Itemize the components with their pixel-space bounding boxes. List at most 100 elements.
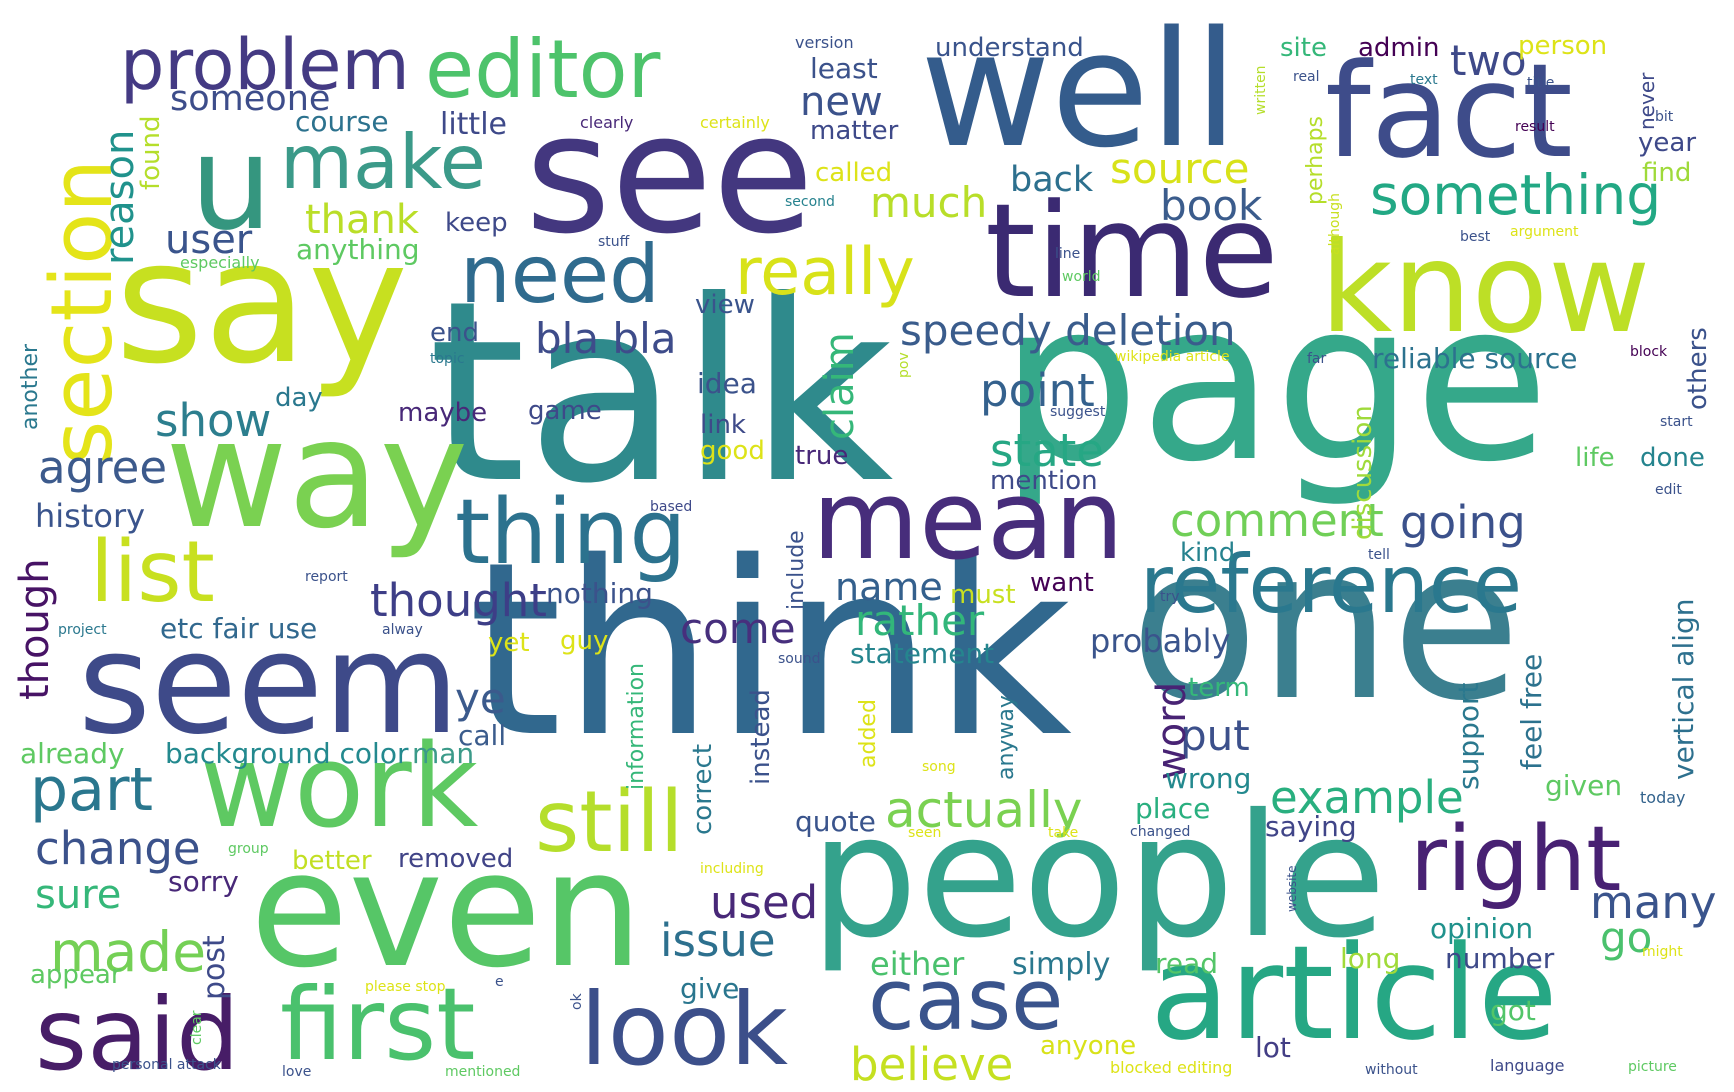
word-speedy-deletion: speedy deletion xyxy=(900,306,1236,355)
word-probably: probably xyxy=(1090,622,1231,660)
word-life: life xyxy=(1575,443,1615,473)
word-course: course xyxy=(295,105,389,138)
word-thought: thought xyxy=(370,574,547,627)
word-maybe: maybe xyxy=(398,398,488,428)
word-never: never xyxy=(1635,72,1659,130)
word-far: far xyxy=(1307,351,1327,367)
word-include: include xyxy=(784,530,809,610)
word-anything: anything xyxy=(296,233,420,266)
word-written: written xyxy=(1253,65,1269,115)
word-thing: thing xyxy=(455,480,687,585)
word-seem: seem xyxy=(78,603,460,766)
word-many: many xyxy=(1590,876,1717,929)
word-although: although xyxy=(1327,192,1343,255)
word-come: come xyxy=(680,604,796,653)
word-text: text xyxy=(1410,72,1438,88)
word-personal-attack: personal attack xyxy=(112,1057,221,1073)
word-said: said xyxy=(35,976,240,1092)
word-mentioned: mentioned xyxy=(445,1064,521,1080)
word-simply: simply xyxy=(1012,947,1111,982)
word-project: project xyxy=(58,622,107,638)
word-blocked-editing: blocked editing xyxy=(1110,1058,1233,1077)
word-opinion: opinion xyxy=(1430,912,1534,945)
word-sorry: sorry xyxy=(168,865,239,898)
word-must: must xyxy=(950,580,1016,610)
word-stuff: stuff xyxy=(598,234,630,250)
word-year: year xyxy=(1638,128,1697,158)
word-first: first xyxy=(280,966,476,1083)
word-ye: ye xyxy=(455,674,506,723)
word-end: end xyxy=(430,318,479,348)
word-even: even xyxy=(250,816,643,1003)
word-game: game xyxy=(528,396,602,426)
word-correct: correct xyxy=(688,743,718,835)
word-issue: issue xyxy=(660,914,776,967)
word-idea: idea xyxy=(697,367,757,400)
word-term: term xyxy=(1188,673,1250,703)
word-instead: instead xyxy=(746,689,776,785)
word-two: two xyxy=(1450,36,1527,85)
word-book: book xyxy=(1160,181,1263,230)
word-try: try xyxy=(1160,589,1180,605)
word-believe: believe xyxy=(850,1038,1014,1091)
word-well: well xyxy=(920,0,1239,183)
word-real: real xyxy=(1293,69,1320,85)
word-know: know xyxy=(1320,216,1651,361)
word-ok: ok xyxy=(569,993,585,1010)
word-anyway: anyway xyxy=(994,695,1019,780)
word-number: number xyxy=(1445,942,1555,975)
word-mention: mention xyxy=(990,466,1098,496)
word-make: make xyxy=(280,118,486,206)
word-wrong: wrong xyxy=(1165,762,1252,795)
word-perhaps: perhaps xyxy=(1303,115,1328,205)
word-day: day xyxy=(275,383,323,413)
word-love: love xyxy=(282,1064,312,1080)
word-anyone: anyone xyxy=(1040,1031,1137,1061)
word-line: line xyxy=(1055,246,1081,262)
word-admin: admin xyxy=(1358,33,1440,63)
word-though: though xyxy=(12,558,58,700)
word-kind: kind xyxy=(1180,538,1236,568)
word-version: version xyxy=(795,33,854,52)
word-change: change xyxy=(35,822,201,875)
word-support: support xyxy=(1452,682,1485,790)
word-site: site xyxy=(1280,33,1327,63)
word-got: got xyxy=(1490,994,1536,1027)
word-claim: claim xyxy=(817,332,863,440)
word-best: best xyxy=(1460,229,1491,245)
word-link: link xyxy=(700,410,746,440)
word-reliable-source: reliable source xyxy=(1372,342,1578,375)
word-still: still xyxy=(535,773,684,872)
word-matter: matter xyxy=(810,116,899,146)
word-might: might xyxy=(1642,944,1683,960)
word-yet: yet xyxy=(488,628,530,658)
word-view: view xyxy=(695,290,755,320)
word-go: go xyxy=(1600,913,1653,962)
word-give: give xyxy=(680,972,740,1005)
word-statement: statement xyxy=(850,637,995,670)
word-e: e xyxy=(495,974,504,990)
word-clearly: clearly xyxy=(580,113,634,132)
word-song: song xyxy=(922,759,956,775)
word-already: already xyxy=(20,737,125,770)
word-understand: understand xyxy=(935,33,1084,63)
word-name: name xyxy=(835,565,943,609)
word-seen: seen xyxy=(908,825,942,841)
word-agree: agree xyxy=(38,441,168,494)
word-need: need xyxy=(460,228,660,321)
word-language: language xyxy=(1490,1056,1565,1075)
word-second: second xyxy=(785,194,835,210)
word-part: part xyxy=(30,755,154,825)
word-lot: lot xyxy=(1255,1031,1291,1064)
word-suggest: suggest xyxy=(1050,404,1106,420)
word-want: want xyxy=(1030,568,1094,598)
word-true: true xyxy=(795,441,849,471)
word-found: found xyxy=(136,115,166,190)
word-talk: talk xyxy=(428,247,894,538)
word-tell: tell xyxy=(1368,547,1390,563)
word-feel-free: feel free xyxy=(1515,653,1548,770)
word-fact: fact xyxy=(1325,35,1573,187)
word-right: right xyxy=(1410,807,1622,912)
word-without: without xyxy=(1365,1062,1418,1078)
